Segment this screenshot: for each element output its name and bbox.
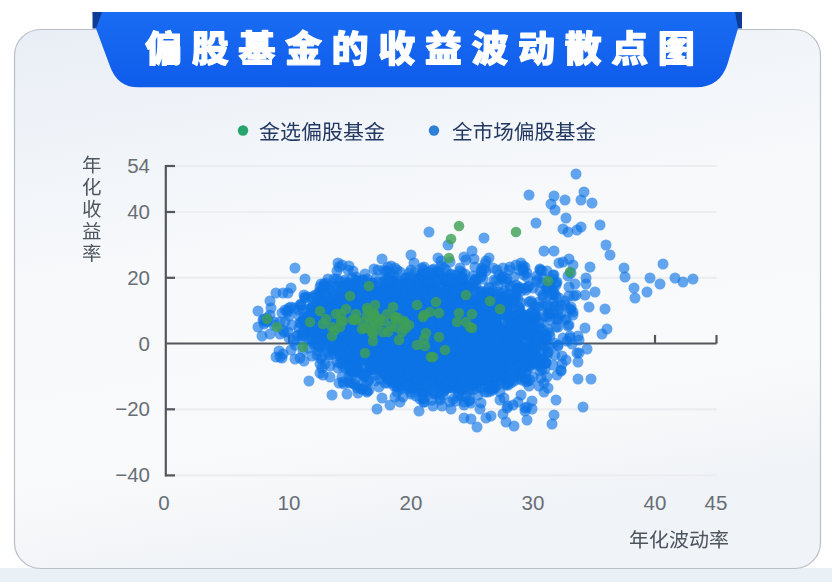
svg-text:0: 0 (158, 491, 169, 514)
svg-text:−20: −20 (115, 397, 150, 420)
svg-text:20: 20 (400, 491, 423, 514)
svg-text:30: 30 (522, 491, 545, 514)
svg-text:54: 54 (127, 154, 150, 177)
svg-text:40: 40 (644, 491, 667, 514)
svg-text:0: 0 (139, 332, 150, 355)
svg-text:−40: −40 (115, 463, 150, 486)
svg-text:20: 20 (127, 266, 150, 289)
svg-text:40: 40 (127, 200, 150, 223)
svg-text:10: 10 (278, 491, 301, 514)
svg-text:45: 45 (705, 491, 728, 514)
